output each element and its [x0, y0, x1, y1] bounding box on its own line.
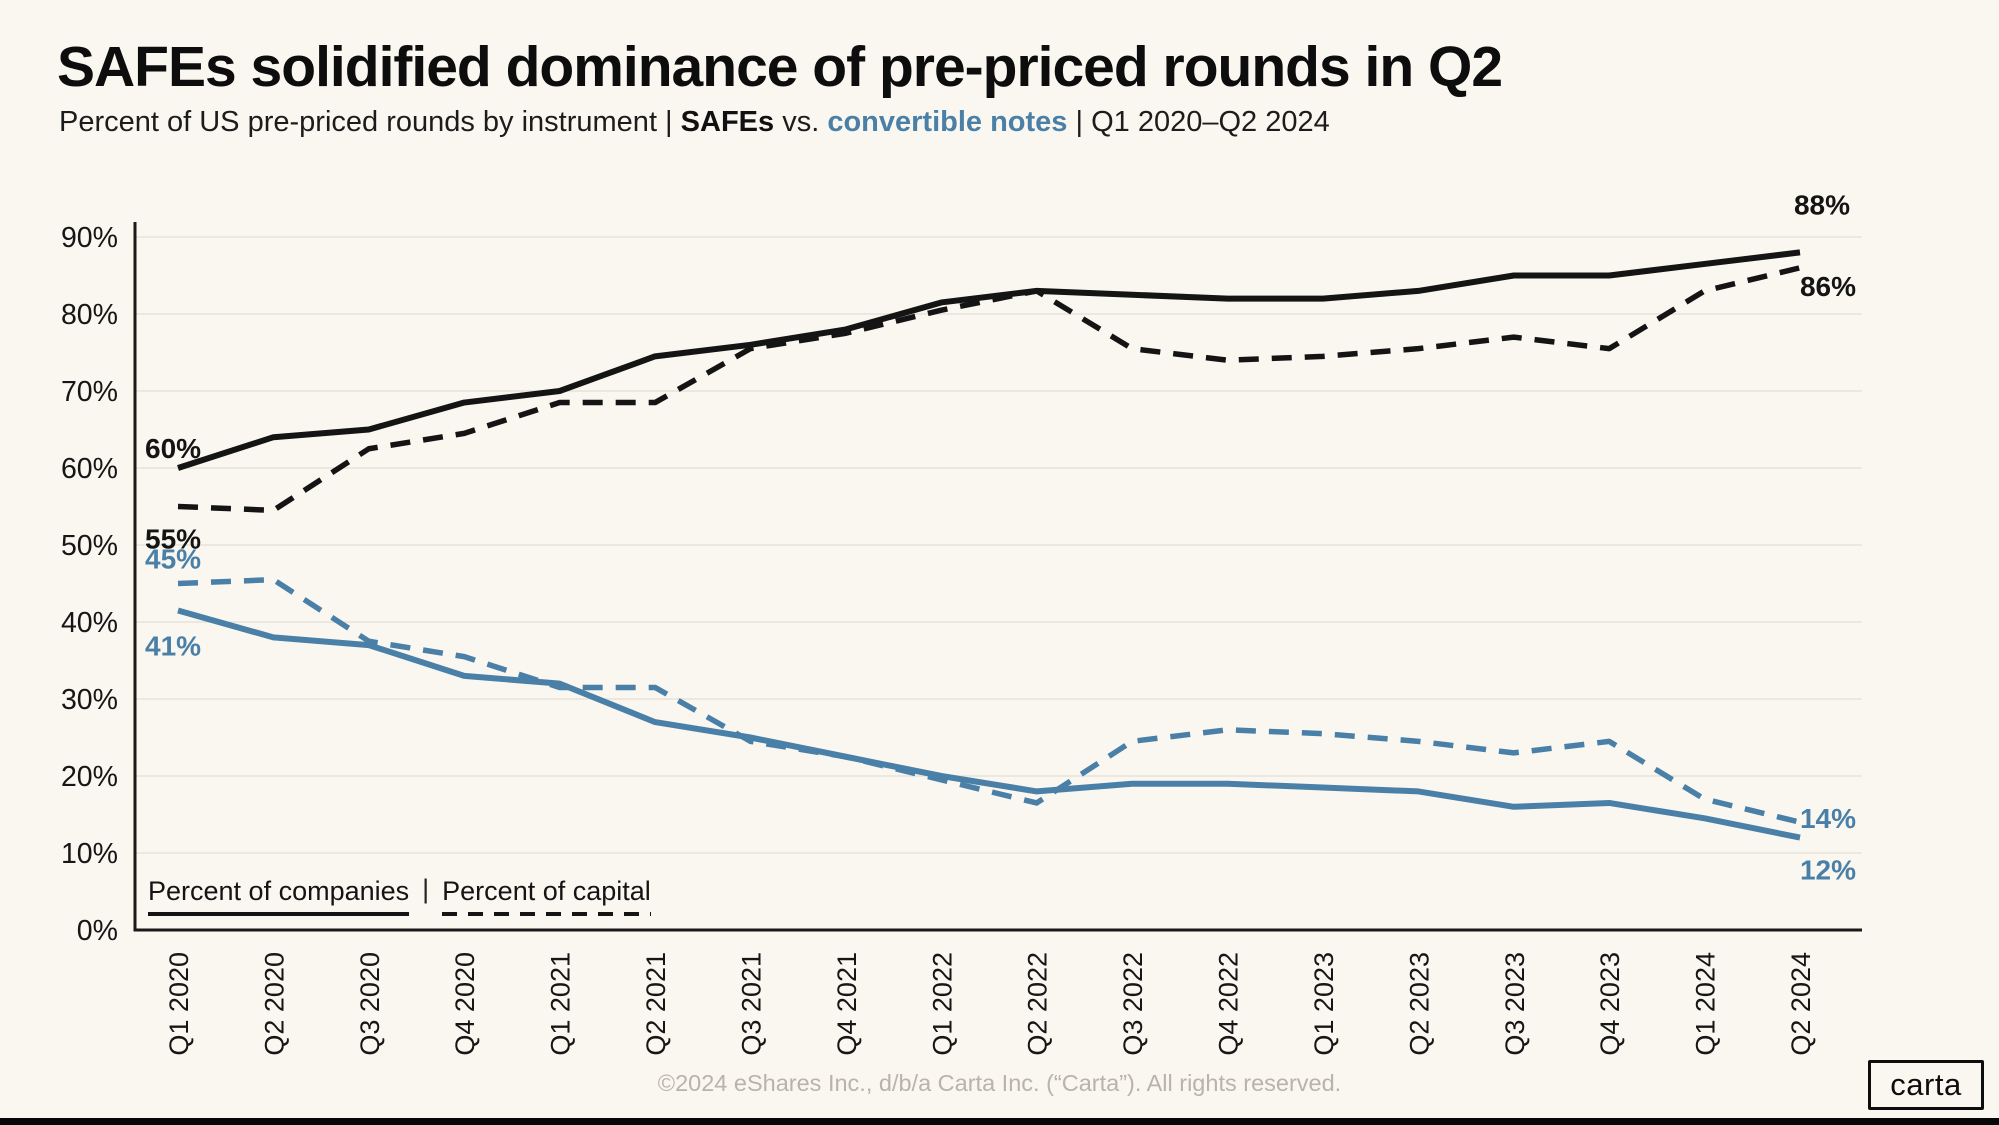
series-value-label-notes-companies-last: 12% [1800, 855, 1856, 886]
y-axis-label: 30% [61, 684, 118, 716]
legend-dashed-line-sample [442, 912, 651, 916]
series-value-label-safes-companies-first: 60% [145, 433, 201, 464]
page-title: SAFEs solidified dominance of pre-priced… [57, 35, 1503, 99]
legend-item-companies: Percent of companies [148, 876, 410, 916]
subtitle-safes: SAFEs [680, 106, 775, 138]
series-value-label-notes-capital-last: 14% [1800, 803, 1856, 834]
series-value-label-notes-capital-first: 45% [145, 544, 201, 575]
legend-item-capital: Percent of capital [442, 876, 651, 916]
y-axis-label: 10% [61, 838, 118, 870]
y-axis-label: 90% [61, 222, 118, 254]
x-axis-label: Q3 2022 [1118, 952, 1148, 1056]
x-axis-label: Q1 2024 [1691, 952, 1721, 1056]
y-axis-label: 20% [61, 761, 118, 793]
legend-label-companies: Percent of companies [148, 876, 410, 906]
subtitle-part2: | Q1 2020–Q2 2024 [1067, 106, 1330, 138]
x-axis-label: Q4 2023 [1595, 952, 1625, 1056]
x-axis-label: Q2 2024 [1786, 952, 1816, 1056]
y-axis-label: 0% [77, 915, 118, 947]
chart-subtitle: Percent of US pre-priced rounds by instr… [59, 106, 1330, 139]
y-axis-label: 40% [61, 607, 118, 639]
subtitle-vs: vs. [774, 106, 828, 138]
y-axis-label: 60% [61, 453, 118, 485]
x-axis-label: Q3 2021 [736, 952, 766, 1056]
x-axis-label: Q4 2022 [1214, 952, 1244, 1056]
x-axis-label: Q3 2023 [1500, 952, 1530, 1056]
bottom-accent-bar [0, 1118, 1999, 1125]
x-axis-label: Q4 2020 [450, 952, 480, 1056]
series-line-notes-companies [177, 607, 1801, 841]
x-axis-label: Q2 2022 [1023, 952, 1053, 1056]
legend-label-capital: Percent of capital [442, 876, 651, 906]
x-axis-label: Q1 2022 [927, 952, 957, 1056]
x-axis-label: Q1 2020 [164, 952, 194, 1056]
carta-logo: carta [1868, 1060, 1984, 1110]
chart-legend: Percent of companies | Percent of capita… [148, 874, 651, 916]
y-axis-label: 70% [61, 376, 118, 408]
y-axis-label: 50% [61, 530, 118, 562]
legend-solid-line-sample [148, 912, 410, 916]
x-axis-label: Q3 2020 [355, 952, 385, 1056]
series-line-safes-capital [177, 265, 1801, 514]
series-value-label-notes-companies-first: 41% [145, 630, 201, 661]
y-axis-label: 80% [61, 299, 118, 331]
subtitle-convertible-notes: convertible notes [827, 106, 1068, 138]
legend-separator: | [422, 874, 430, 904]
copyright-footer: ©2024 eShares Inc., d/b/a Carta Inc. (“C… [657, 1070, 1342, 1096]
x-axis-label: Q1 2021 [546, 952, 576, 1056]
subtitle-part1: Percent of US pre-priced rounds by instr… [59, 106, 681, 138]
series-value-label-safes-capital-last: 86% [1800, 271, 1856, 302]
x-axis-label: Q2 2021 [641, 952, 671, 1056]
series-value-label-safes-capital-first: 55% [145, 524, 201, 555]
x-axis-label: Q4 2021 [832, 952, 862, 1056]
series-value-label-safes-companies-last: 88% [1794, 189, 1850, 220]
x-axis-label: Q2 2023 [1404, 952, 1434, 1056]
x-axis-label: Q2 2020 [259, 952, 289, 1056]
series-line-safes-companies [177, 249, 1801, 471]
x-axis-label: Q1 2023 [1309, 952, 1339, 1056]
